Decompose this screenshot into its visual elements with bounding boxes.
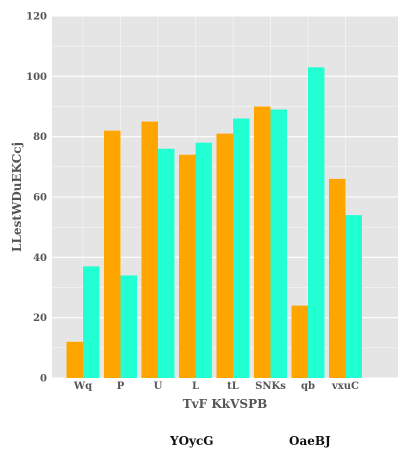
bar-yoycg-tl [216,133,233,378]
bar-oaebj-l [195,142,212,378]
bar-oaebj-vxuc [345,215,362,378]
x-tick-label: P [117,381,125,392]
bar-yoycg-qb [291,305,308,378]
bar-yoycg-p [104,130,121,378]
x-tick-label: vxuC [331,381,359,392]
legend-entry-oaebj: OaeBJ [289,434,331,448]
bar-yoycg-snks [254,106,271,378]
bar-yoycg-vxuc [329,178,346,378]
x-tick-label: qb [301,381,315,392]
bar-oaebj-u [158,148,175,378]
legend: YOycG OaeBJ [0,434,408,454]
x-tick-label: L [192,381,199,392]
bar-oaebj-snks [270,109,287,379]
bar-oaebj-wq [83,266,100,378]
y-tick-label: 60 [33,193,47,204]
y-tick-label: 40 [33,253,47,264]
x-axis-title: TvF KkVSPB [183,397,268,411]
bar-yoycg-wq [66,341,83,378]
legend-entry-yoycg: YOycG [170,434,214,448]
y-tick-label: 100 [26,72,47,83]
bar-oaebj-qb [308,67,325,379]
y-axis-title: LLestWDuEKCcj [10,142,24,252]
x-tick-label: U [154,381,163,392]
y-tick-label: 0 [40,374,47,385]
bar-yoycg-l [179,154,196,378]
x-tick-label: tL [227,381,239,392]
y-tick-label: 120 [26,12,47,23]
x-tick-label: SNKs [255,381,286,392]
x-tick-label: Wq [73,381,92,392]
bar-yoycg-u [141,121,158,378]
y-tick-label: 20 [33,313,47,324]
bar-oaebj-tl [233,118,250,379]
bar-oaebj-p [120,275,137,378]
y-tick-label: 80 [33,132,47,143]
